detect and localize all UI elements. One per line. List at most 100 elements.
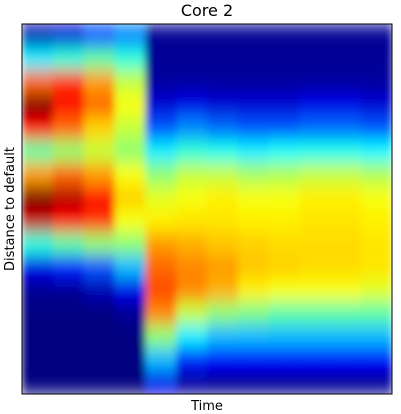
heatmap-cell: [299, 162, 331, 187]
heatmap-cell: [330, 139, 362, 164]
heatmap-cell: [207, 232, 239, 256]
heatmap-cell: [268, 116, 300, 141]
heatmap-cell: [176, 70, 208, 94]
heatmap-cell: [330, 370, 362, 394]
heatmap-cell: [361, 301, 392, 326]
heatmap-cell: [83, 255, 115, 279]
heatmap-cell: [145, 24, 177, 48]
heatmap-cell: [83, 24, 115, 48]
heatmap-cell: [330, 232, 362, 256]
heatmap-cell: [237, 301, 270, 326]
heatmap-cell: [237, 70, 270, 94]
heatmap-cell: [207, 185, 239, 210]
heatmap-cell: [22, 347, 54, 372]
heatmap-cell: [52, 209, 85, 233]
heatmap-cell: [237, 324, 270, 349]
heatmap-cell: [114, 162, 146, 187]
heatmap-cell: [176, 185, 208, 210]
heatmap-cell: [330, 278, 362, 302]
heatmap-cell: [176, 347, 208, 372]
heatmap-cell: [83, 370, 115, 394]
heatmap-cell: [268, 185, 300, 210]
heatmap-cell: [83, 301, 115, 326]
heatmap-cell: [22, 93, 54, 117]
heatmap-cell: [299, 347, 331, 372]
y-axis-label: Distance to default: [3, 147, 18, 271]
heatmap-cell: [268, 232, 300, 256]
heatmap-cell: [299, 232, 331, 256]
heatmap-cell: [145, 209, 177, 233]
heatmap-cell: [207, 116, 239, 141]
heatmap-cell: [330, 70, 362, 94]
heatmap-cell: [114, 324, 146, 349]
heatmap-cell: [176, 93, 208, 117]
heatmap-cell: [361, 162, 392, 187]
heatmap-cell: [361, 209, 392, 233]
heatmap-cell: [114, 370, 146, 394]
heatmap-cell: [268, 347, 300, 372]
heatmap-cell: [361, 324, 392, 349]
heatmap-cell: [176, 301, 208, 326]
heatmap-cell: [52, 47, 85, 71]
heatmap-cell: [52, 162, 85, 187]
heatmap-cell: [22, 232, 54, 256]
heatmap-cell: [237, 255, 270, 279]
heatmap-cell: [268, 209, 300, 233]
heatmap-cell: [83, 70, 115, 94]
heatmap-cell: [114, 139, 146, 164]
heatmap-cell: [330, 116, 362, 141]
heatmap-cell: [22, 116, 54, 141]
heatmap-cell: [361, 93, 392, 117]
heatmap-cell: [207, 255, 239, 279]
heatmap-cell: [145, 70, 177, 94]
heatmap-cell: [114, 278, 146, 302]
heatmap-cell: [145, 301, 177, 326]
heatmap-cell: [299, 255, 331, 279]
heatmap-cell: [83, 185, 115, 210]
heatmap-cell: [299, 24, 331, 48]
heatmap-cell: [114, 24, 146, 48]
heatmap-cell: [114, 93, 146, 117]
heatmap-cell: [330, 185, 362, 210]
heatmap-cell: [361, 24, 392, 48]
x-axis-label: Time: [190, 399, 223, 414]
heatmap-cell: [207, 139, 239, 164]
heatmap-cell: [176, 324, 208, 349]
heatmap-cell: [237, 347, 270, 372]
plot-frame: [21, 23, 393, 395]
heatmap-cell: [22, 70, 54, 94]
heatmap-cell: [145, 278, 177, 302]
heatmap-cell: [22, 185, 54, 210]
heatmap-cell: [361, 47, 392, 71]
heatmap-cell: [330, 324, 362, 349]
heatmap-cell: [83, 324, 115, 349]
heatmap-cell: [361, 185, 392, 210]
heatmap-cell: [22, 209, 54, 233]
heatmap-cell: [114, 301, 146, 326]
heatmap-cell: [237, 185, 270, 210]
heatmap-cell: [330, 47, 362, 71]
heatmap-cell: [330, 93, 362, 117]
heatmap-cell: [22, 162, 54, 187]
heatmap-cell: [299, 47, 331, 71]
heatmap-cell: [22, 24, 54, 48]
heatmap-cell: [22, 47, 54, 71]
heatmap-cell: [83, 116, 115, 141]
heatmap-cell: [207, 162, 239, 187]
heatmap-cell: [330, 162, 362, 187]
heatmap-cell: [237, 93, 270, 117]
heatmap-cell: [207, 24, 239, 48]
heatmap-cell: [237, 278, 270, 302]
heatmap-cell: [299, 278, 331, 302]
heatmap-cell: [52, 70, 85, 94]
heatmap-cell: [268, 139, 300, 164]
heatmap-cell: [268, 301, 300, 326]
heatmap-cell: [268, 24, 300, 48]
heatmap-cell: [52, 139, 85, 164]
heatmap-cell: [176, 24, 208, 48]
heatmap: [22, 24, 392, 394]
heatmap-cells: [22, 24, 392, 394]
heatmap-cell: [83, 347, 115, 372]
heatmap-cell: [207, 93, 239, 117]
